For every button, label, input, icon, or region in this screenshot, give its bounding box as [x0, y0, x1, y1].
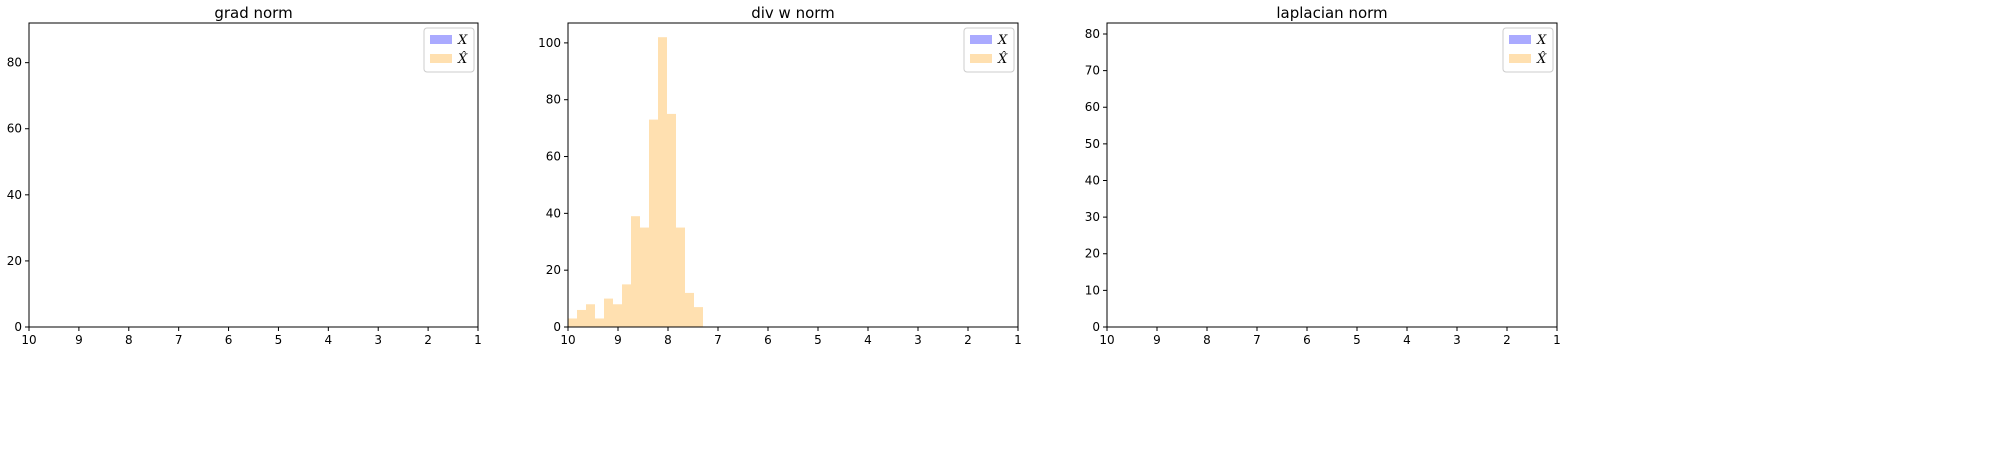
x-tick-label: 5 — [1353, 333, 1361, 347]
y-tick-label: 0 — [1092, 320, 1100, 334]
y-tick-label: 0 — [553, 320, 561, 334]
y-tick-label: 20 — [546, 263, 561, 277]
legend-label: X̂ — [997, 51, 1008, 67]
x-tick-label: 5 — [275, 333, 283, 347]
y-tick-label: 60 — [546, 150, 561, 164]
x-tick-label: 6 — [1303, 333, 1311, 347]
histogram-bar — [568, 318, 577, 327]
x-tick-label: 5 — [814, 333, 822, 347]
y-tick-label: 60 — [1085, 100, 1100, 114]
x-tick-label: 2 — [964, 333, 972, 347]
legend-swatch — [1509, 35, 1531, 44]
y-tick-label: 40 — [1085, 173, 1100, 187]
legend-swatch — [430, 35, 452, 44]
x-tick-label: 3 — [1453, 333, 1461, 347]
histogram-bar — [622, 284, 631, 327]
axes-frame — [1106, 22, 1558, 328]
y-tick-label: 80 — [546, 93, 561, 107]
x-tick-label: 8 — [1203, 333, 1211, 347]
legend-label: X̂ — [457, 51, 468, 67]
histogram-bar — [604, 298, 613, 327]
x-tick-label: 3 — [374, 333, 382, 347]
x-tick-label: 4 — [864, 333, 872, 347]
y-tick-label: 30 — [1085, 210, 1100, 224]
x-tick-label: 9 — [614, 333, 622, 347]
histogram-bar — [640, 227, 649, 327]
axes-frame — [567, 22, 1019, 328]
histogram-bar — [676, 227, 685, 327]
x-tick-label: 7 — [714, 333, 722, 347]
histogram-bar — [577, 309, 586, 327]
x-tick-label: 9 — [1153, 333, 1161, 347]
legend-swatch — [430, 54, 452, 63]
x-tick-label: 8 — [125, 333, 133, 347]
legend-swatch — [970, 35, 992, 44]
x-tick-label: 10 — [1099, 333, 1114, 347]
legend: X X̂ — [963, 27, 1015, 73]
x-tick-label: 8 — [664, 333, 672, 347]
legend-swatch — [970, 54, 992, 63]
y-tick-label: 0 — [14, 320, 22, 334]
x-tick-label: 6 — [764, 333, 772, 347]
x-tick-label: 10 — [21, 333, 36, 347]
y-tick-label: 20 — [7, 254, 22, 268]
y-tick-label: 70 — [1085, 64, 1100, 78]
panel-title: div w norm — [751, 4, 835, 22]
legend-label: X — [457, 33, 468, 48]
x-tick-label: 1 — [474, 333, 482, 347]
axes-frame — [28, 22, 479, 328]
x-tick-label: 2 — [424, 333, 432, 347]
y-tick-label: 10 — [1085, 283, 1100, 297]
x-tick-label: 6 — [225, 333, 233, 347]
histogram-bar — [694, 307, 703, 327]
x-tick-label: 7 — [175, 333, 183, 347]
y-tick-label: 40 — [546, 206, 561, 220]
x-tick-label: 3 — [914, 333, 922, 347]
histogram-bar — [631, 216, 640, 327]
y-tick-label: 80 — [1085, 27, 1100, 41]
histogram-bar — [667, 113, 676, 327]
panel-title: laplacian norm — [1276, 4, 1387, 22]
y-tick-label: 50 — [1085, 137, 1100, 151]
x-tick-label: 4 — [1403, 333, 1411, 347]
histogram-bar — [595, 318, 604, 327]
legend: X X̂ — [1502, 27, 1554, 73]
x-tick-label: 2 — [1503, 333, 1511, 347]
x-tick-label: 10 — [560, 333, 575, 347]
y-tick-label: 80 — [7, 56, 22, 70]
histogram-bar — [613, 304, 622, 327]
histogram-bar — [649, 119, 658, 327]
panel-laplacian-norm: laplacian norm 10 9 8 7 6 5 4 3 2 101020304050607… — [1085, 4, 1561, 347]
x-tick-label: 9 — [75, 333, 83, 347]
y-tick-label: 40 — [7, 188, 22, 202]
legend-swatch — [1509, 54, 1531, 63]
panel-title: grad norm — [214, 4, 292, 22]
x-tick-label: 1 — [1014, 333, 1022, 347]
legend-label: X̂ — [1536, 51, 1547, 67]
x-tick-label: 7 — [1253, 333, 1261, 347]
histogram-bar — [658, 37, 667, 328]
x-tick-label: 4 — [325, 333, 333, 347]
x-tick-label: 1 — [1553, 333, 1561, 347]
legend-label: X — [1536, 33, 1547, 48]
legend: X X̂ — [423, 27, 475, 73]
histogram-bar — [586, 304, 595, 327]
legend-label: X — [997, 33, 1008, 48]
histogram-bar — [685, 292, 694, 327]
y-tick-label: 100 — [538, 36, 561, 50]
y-tick-label: 20 — [1085, 247, 1100, 261]
y-tick-label: 60 — [7, 122, 22, 136]
